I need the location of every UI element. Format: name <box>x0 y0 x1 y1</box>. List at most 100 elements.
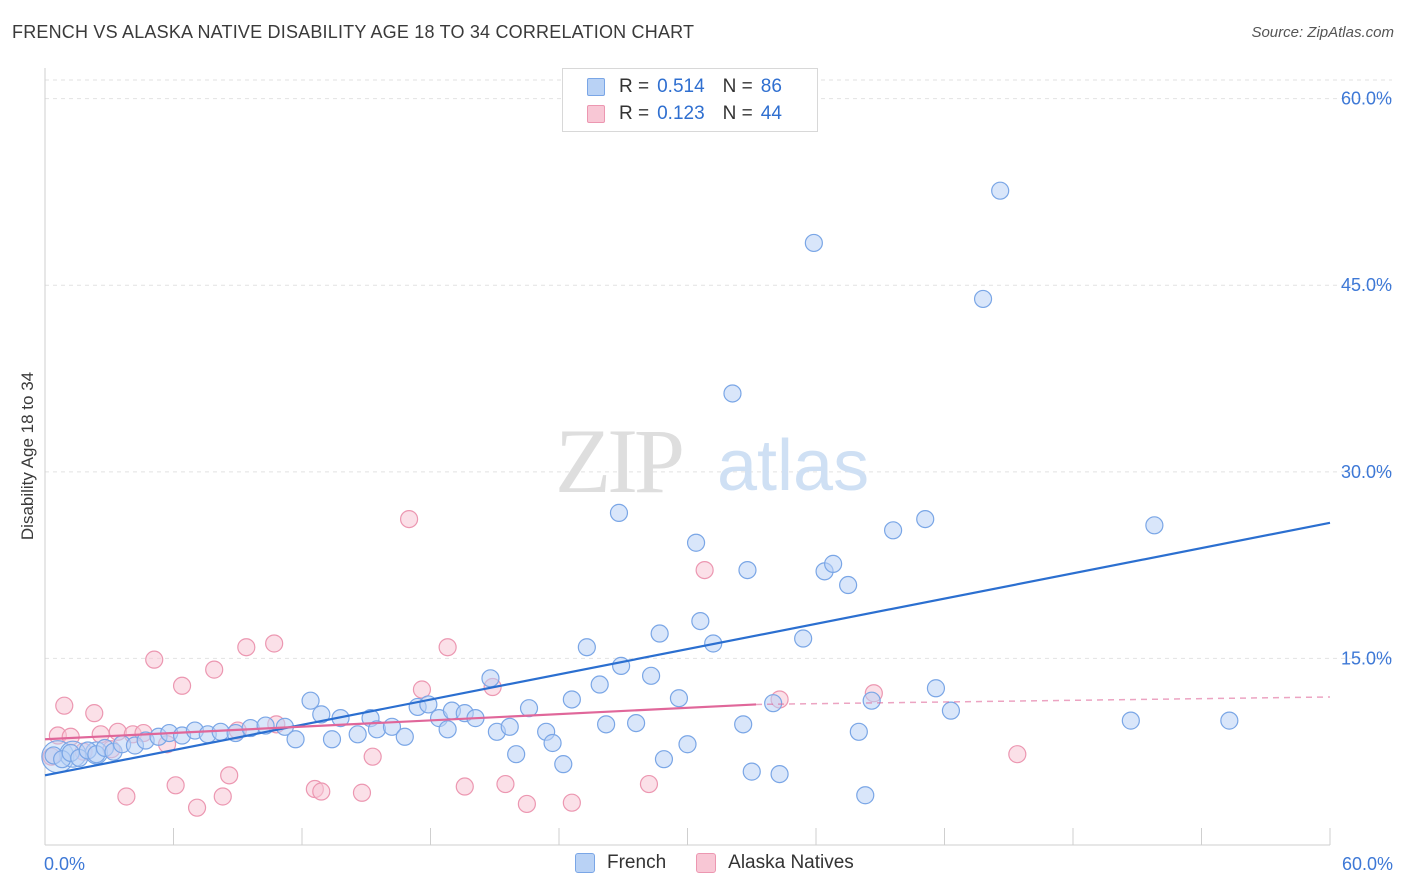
french-point <box>723 384 742 403</box>
alaska-natives-point <box>399 509 419 529</box>
alaska-natives-point <box>166 776 185 795</box>
french-point <box>926 679 946 698</box>
french-point <box>824 554 843 573</box>
alaska-natives-point <box>352 783 372 802</box>
french-point <box>862 691 881 710</box>
french-point <box>742 762 761 781</box>
trend-lines <box>44 521 1331 777</box>
french-point <box>500 717 519 736</box>
alaska-natives-point <box>213 787 232 806</box>
french-point <box>519 699 539 718</box>
x-tick-label-min: 0.0% <box>44 854 85 874</box>
alaska-trend-line <box>44 703 757 741</box>
french-point <box>691 611 710 631</box>
french-point <box>794 629 813 648</box>
alaska-natives-point <box>220 766 239 785</box>
french-point <box>597 715 616 734</box>
french-point <box>678 735 697 754</box>
alaska-legend-label: Alaska Natives <box>728 852 854 873</box>
legend-item-alaska-natives[interactable]: Alaska Natives <box>696 852 854 874</box>
axes <box>44 68 1331 846</box>
alaska-natives-point <box>55 696 74 715</box>
alaska-natives-point <box>455 777 474 796</box>
legend-row-alaska: R = 0.123 N = 44 <box>587 102 782 126</box>
french-point <box>1220 711 1239 730</box>
french-point <box>626 713 646 733</box>
french-point <box>554 755 573 774</box>
french-point <box>438 720 457 739</box>
alaska-natives-point <box>145 650 164 669</box>
french-point <box>669 689 689 708</box>
alaska-natives-point <box>265 634 284 653</box>
french-point <box>734 715 753 734</box>
alaska-natives-point <box>562 793 581 812</box>
alaska-natives-point <box>85 704 104 723</box>
french-legend-swatch <box>575 853 595 873</box>
alaska-natives-point <box>205 660 224 679</box>
alaska-trend-extension <box>756 696 1331 706</box>
french-point <box>590 675 609 694</box>
alaska-natives-point <box>363 747 382 766</box>
french-point <box>543 733 562 753</box>
y-tick-label: 30.0% <box>1341 462 1392 482</box>
french-legend-label: French <box>607 852 667 873</box>
french-point <box>312 705 331 724</box>
french-point <box>849 722 868 741</box>
french-point <box>256 716 275 735</box>
alaska-natives-point <box>187 798 207 817</box>
french-point <box>804 233 823 253</box>
alaska-natives-point <box>695 560 714 580</box>
alaska-natives-points <box>42 509 1027 817</box>
french-point <box>883 521 903 540</box>
legend-row-french: R = 0.514 N = 86 <box>587 75 782 99</box>
french-point <box>395 727 414 746</box>
alaska-legend-swatch <box>696 853 717 873</box>
french-point <box>839 575 858 595</box>
french-point <box>941 701 961 720</box>
french-point <box>507 745 526 764</box>
watermark-zip: ZIP <box>555 410 682 512</box>
french-point <box>686 533 706 552</box>
french-point <box>1145 516 1164 535</box>
y-tick-label: 60.0% <box>1341 89 1392 109</box>
french-point <box>301 691 320 710</box>
french-point <box>577 638 596 657</box>
alaska-natives-point <box>1008 745 1027 764</box>
french-point <box>654 750 674 769</box>
alaska-natives-point <box>438 638 457 657</box>
french-point <box>348 725 367 744</box>
alaska-natives-point <box>517 794 536 814</box>
french-point <box>738 560 757 580</box>
french-point <box>991 181 1010 200</box>
alaska-natives-point <box>172 676 192 695</box>
y-tick-label: 45.0% <box>1341 275 1392 295</box>
alaska-r-label: R = <box>619 103 650 124</box>
alaska-natives-point <box>237 638 256 657</box>
french-point <box>973 289 993 309</box>
watermark: ZIP atlas <box>555 410 869 512</box>
legend-item-french[interactable]: French <box>575 852 666 874</box>
french-point <box>641 666 661 685</box>
alaska-n-label: N = <box>722 103 753 124</box>
french-n-value: 86 <box>760 76 782 97</box>
french-point <box>770 764 789 784</box>
correlation-legend: R = 0.514 N = 86 R = 0.123 N = 44 <box>562 68 818 132</box>
alaska-natives-point <box>639 774 659 794</box>
french-r-label: R = <box>619 76 650 97</box>
french-point <box>650 624 669 643</box>
french-point <box>322 730 342 749</box>
chart-title: FRENCH VS ALASKA NATIVE DISABILITY AGE 1… <box>12 22 695 42</box>
french-point <box>916 509 935 529</box>
alaska-natives-point <box>117 787 136 806</box>
french-swatch <box>587 78 605 96</box>
french-point <box>764 694 783 713</box>
source-credit: Source: ZipAtlas.com <box>1251 24 1394 41</box>
french-n-label: N = <box>722 76 753 97</box>
french-r-value: 0.514 <box>657 76 705 97</box>
alaska-natives-point <box>312 782 331 801</box>
french-point <box>286 730 305 749</box>
series-legend: French Alaska Natives <box>575 852 884 874</box>
alaska-r-value: 0.123 <box>657 103 705 124</box>
french-point <box>856 786 875 805</box>
french-trend-line <box>44 521 1331 777</box>
